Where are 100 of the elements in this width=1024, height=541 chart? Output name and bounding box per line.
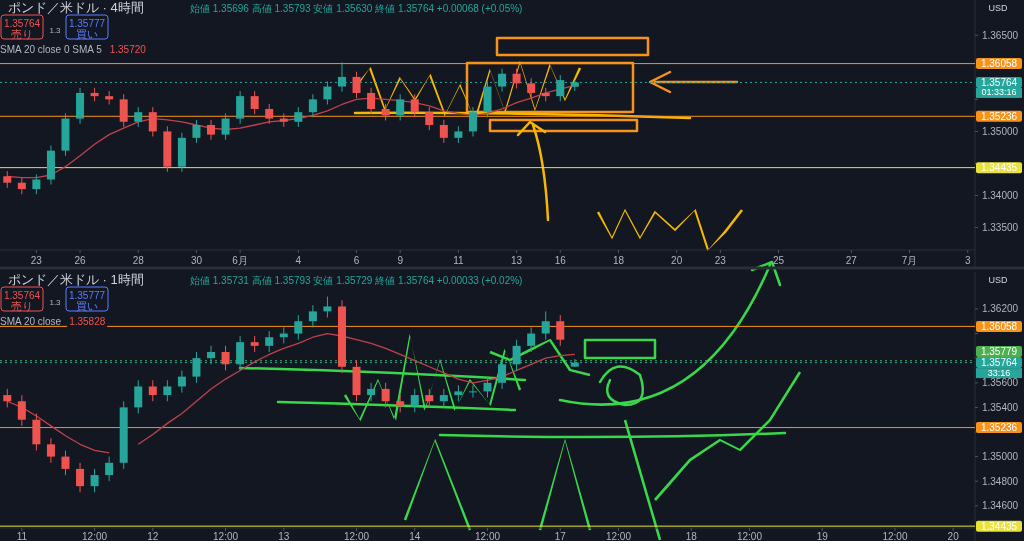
x-tick-label: 11 <box>16 531 28 541</box>
candlestick <box>308 93 317 118</box>
candlestick <box>177 369 186 394</box>
candlestick <box>3 388 12 408</box>
text: USD <box>988 2 1008 13</box>
y-tick-label: 1.36200 <box>981 303 1019 315</box>
x-tick-label: 12:00 <box>344 531 370 541</box>
candlestick <box>541 310 550 341</box>
x-tick-label: 9 <box>397 255 404 266</box>
candlestick <box>294 106 303 128</box>
candlestick <box>439 388 448 408</box>
ref-line-label: 1.35764 <box>980 357 1018 369</box>
y-tick-label: 1.35000 <box>981 451 1019 463</box>
candlestick <box>61 449 70 476</box>
x-tick-label: 7月 <box>901 255 918 266</box>
x-tick-label: 30 <box>190 255 203 266</box>
annotation: 1.35764 <box>3 17 41 29</box>
x-tick-label: 12:00 <box>882 531 908 541</box>
x-tick-label: 13 <box>278 531 290 541</box>
x-tick-label: 11 <box>453 255 465 266</box>
x-tick-label: 17 <box>554 531 567 541</box>
candlestick <box>207 119 216 141</box>
x-tick-label: 19 <box>816 531 829 541</box>
candlestick <box>134 106 143 128</box>
x-tick-label: 14 <box>409 531 421 541</box>
candlestick <box>105 90 114 105</box>
candlestick <box>367 382 376 402</box>
annotation: 売り <box>11 27 33 40</box>
annotation: 1.35777 <box>68 17 106 29</box>
chart-title: ポンド／米ドル · 4時間 <box>8 0 144 15</box>
x-tick-label: 4 <box>295 255 302 266</box>
x-tick-label: 27 <box>845 255 858 266</box>
ref-line-label: 1.35236 <box>980 110 1018 122</box>
annotation: SMA 20 close 0 SMA 5 <box>0 43 103 55</box>
candlestick <box>367 87 376 115</box>
y-tick-label: 1.35400 <box>981 401 1019 413</box>
annotation: 買い <box>76 299 98 312</box>
text: 33:16 <box>987 367 1011 378</box>
candlestick <box>105 456 114 482</box>
candlestick <box>556 314 565 347</box>
candlestick <box>46 437 55 464</box>
y-tick-label: 1.34800 <box>981 475 1019 487</box>
x-tick-label: 25 <box>772 255 785 266</box>
candlestick <box>76 462 85 493</box>
x-tick-label: 20 <box>947 531 960 541</box>
candlestick <box>352 71 361 99</box>
ref-line-label: 1.34435 <box>980 520 1018 532</box>
candlestick <box>425 388 434 408</box>
x-tick-label: 6月 <box>232 255 248 266</box>
candlestick <box>323 296 332 319</box>
ref-line-label: 1.34435 <box>980 162 1018 174</box>
annotation: 1.35764 <box>3 289 41 301</box>
x-tick-label: 12:00 <box>736 531 763 541</box>
candlestick <box>221 112 230 141</box>
candlestick <box>410 93 419 118</box>
x-tick-label: 12:00 <box>82 531 108 541</box>
candlestick <box>236 90 245 125</box>
y-tick-label: 1.33500 <box>981 222 1019 234</box>
candlestick <box>468 384 477 399</box>
annotation: 売り <box>11 299 33 312</box>
candlestick <box>32 173 41 195</box>
candlestick <box>134 379 143 415</box>
ref-line-label: 1.35236 <box>980 422 1018 434</box>
x-tick-label: 23 <box>30 255 43 266</box>
candlestick <box>483 376 492 399</box>
text: 01:33:16 <box>981 87 1017 98</box>
candlestick <box>512 68 521 89</box>
y-tick-label: 1.36500 <box>981 29 1019 41</box>
x-tick-label: 18 <box>612 255 625 266</box>
x-tick-label: 12:00 <box>213 531 239 541</box>
text: USD <box>988 274 1008 285</box>
chart-subtitle: 始値 1.35731 高値 1.35793 安値 1.35729 終値 1.35764 +0.00033 (+0.02%) <box>190 275 523 286</box>
ref-line-label: 1.36058 <box>980 320 1018 332</box>
candlestick <box>410 388 419 413</box>
candlestick <box>163 379 172 402</box>
x-tick-label: 12:00 <box>474 531 501 541</box>
candlestick <box>396 93 405 122</box>
ref-line-label: 1.35764 <box>980 76 1018 88</box>
candlestick <box>119 93 128 128</box>
candlestick <box>265 103 274 125</box>
x-tick-label: 20 <box>671 255 683 266</box>
candlestick <box>250 90 259 115</box>
candlestick <box>192 119 201 144</box>
x-tick-label: 6 <box>353 255 360 266</box>
x-tick-label: 3 <box>964 255 971 266</box>
y-tick-label: 1.34600 <box>981 500 1019 512</box>
y-tick-label: 1.35000 <box>981 125 1019 137</box>
x-tick-label: 12 <box>147 531 159 541</box>
annotation: SMA 20 close <box>0 315 62 327</box>
annotation: 買い <box>76 27 98 40</box>
annotation: 1.3 <box>49 297 62 307</box>
candlestick <box>308 304 317 328</box>
annotation: 1.35777 <box>68 289 106 301</box>
candlestick <box>207 345 216 365</box>
candlestick <box>468 106 477 138</box>
candlestick <box>381 382 390 408</box>
annotation: 1.35828 <box>69 316 106 327</box>
candlestick <box>425 106 434 131</box>
x-tick-label: 13 <box>511 255 523 266</box>
candlestick <box>221 345 230 371</box>
